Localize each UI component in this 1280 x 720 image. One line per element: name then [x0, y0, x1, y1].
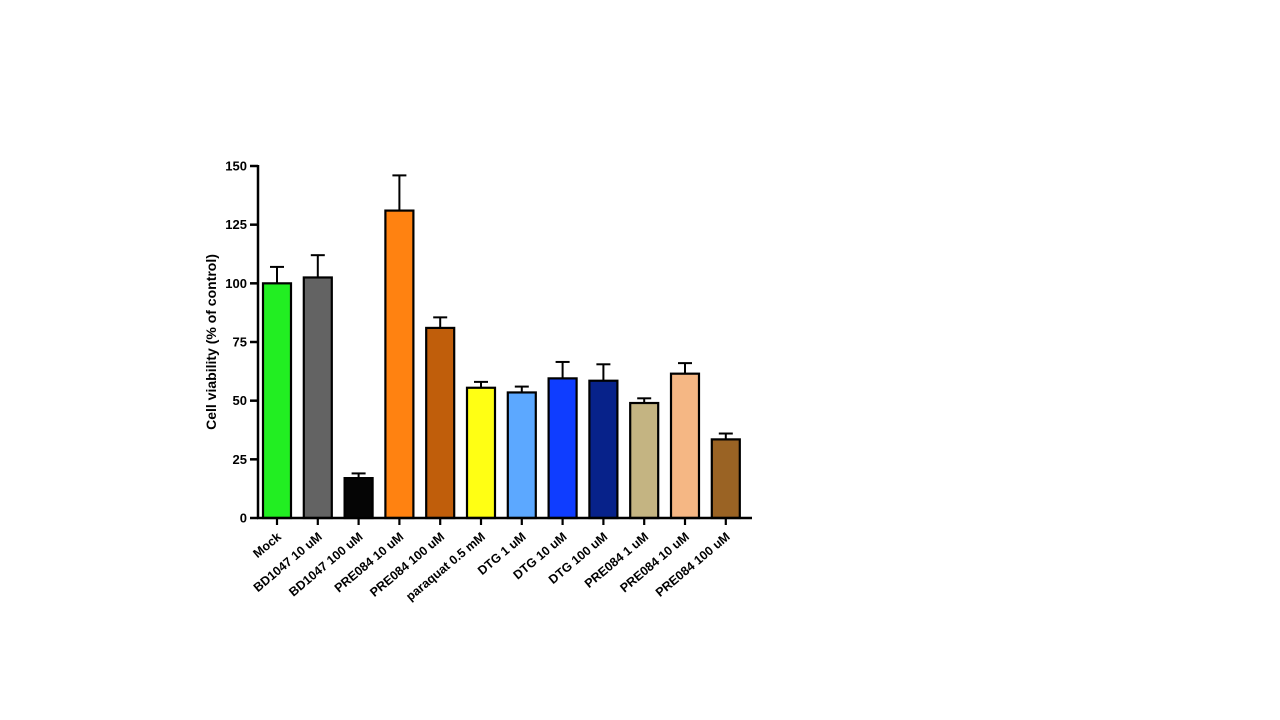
bar: [425, 326, 456, 520]
y-tick-label: 0: [240, 511, 247, 526]
y-tick-label: 50: [233, 393, 247, 408]
bar: [465, 386, 497, 520]
bar: [343, 477, 374, 520]
bar: [261, 282, 293, 520]
bar: [710, 438, 741, 520]
bar: [588, 379, 619, 520]
y-tick-label: 150: [225, 159, 247, 174]
bar: [547, 377, 578, 520]
y-tick-label: 25: [233, 452, 247, 467]
bars-layer: [261, 174, 741, 520]
bar: [506, 391, 537, 520]
bar: [669, 372, 701, 520]
y-tick-label: 125: [225, 217, 247, 232]
y-tick-label: 100: [225, 276, 247, 291]
bar: [629, 401, 660, 520]
category-label: PRE084 10 uM: [617, 530, 691, 596]
y-tick-label: 75: [233, 335, 247, 350]
bar: [302, 276, 333, 520]
category-label: Mock: [250, 530, 284, 561]
category-label: PRE084 10 uM: [332, 530, 406, 596]
category-label: BD1047 100 uM: [286, 530, 365, 600]
y-ticks: 0 25 50 75 100 125 150: [225, 159, 258, 526]
bar: [384, 209, 415, 520]
y-axis-title: Cell viability (% of control): [203, 254, 219, 430]
category-label: PRE084 100 uM: [653, 530, 733, 600]
